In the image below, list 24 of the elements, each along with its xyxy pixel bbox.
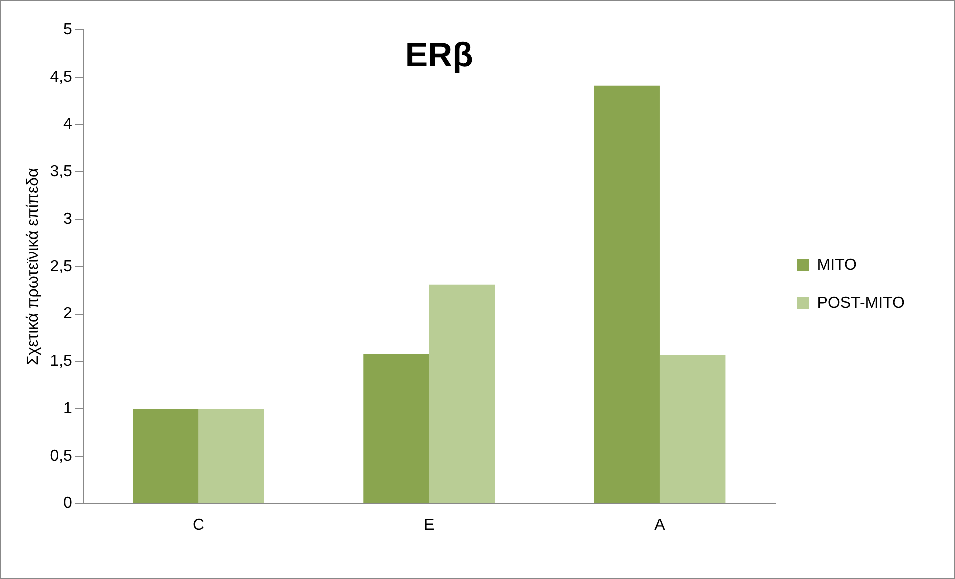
y-tick-label: 4,5 [50, 68, 73, 86]
y-tick-label: 5 [64, 21, 73, 38]
bar [594, 86, 660, 504]
y-tick-label: 4 [64, 116, 73, 134]
bar [198, 409, 264, 504]
y-axis-title: Σχετικά πρωτεϊνικά επίπεδα [25, 168, 42, 366]
bar [364, 354, 430, 504]
y-tick-label: 2,5 [50, 258, 73, 276]
legend-label: POST-MITO [817, 294, 906, 312]
legend-label: MITO [817, 256, 857, 274]
bar [660, 355, 726, 504]
chart-title: ERβ [405, 36, 474, 74]
x-tick-label: C [192, 516, 205, 534]
y-tick-label: 1 [64, 400, 73, 418]
y-tick-label: 3 [64, 210, 73, 228]
y-tick-label: 1,5 [50, 353, 73, 370]
y-tick-label: 0 [64, 495, 73, 512]
x-tick-label: E [424, 516, 435, 534]
bar [133, 409, 199, 504]
y-tick-label: 3,5 [50, 164, 73, 181]
bar [429, 284, 496, 504]
x-tick-label: A [654, 516, 666, 534]
y-tick-label: 0,5 [50, 448, 73, 465]
y-tick-label: 2 [64, 306, 73, 323]
